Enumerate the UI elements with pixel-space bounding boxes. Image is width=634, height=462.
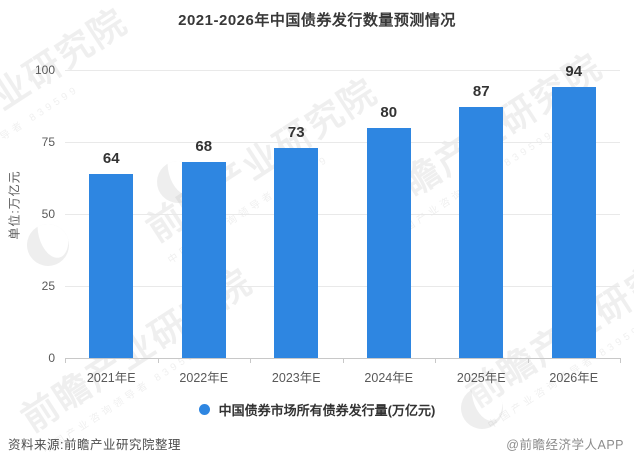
bar xyxy=(89,173,134,358)
x-axis-tick xyxy=(527,358,529,363)
x-axis-tick xyxy=(157,358,159,363)
y-axis-unit-label: 单位:万亿元 xyxy=(7,170,22,240)
legend: 中国债券市场所有债券发行量(万亿元) xyxy=(0,399,634,419)
bar xyxy=(366,127,411,358)
x-tick-label: 2025年E xyxy=(456,371,506,385)
bar xyxy=(551,87,596,358)
x-tick-label: 2026年E xyxy=(549,371,599,385)
source-note: 资料来源:前瞻产业研究院整理 xyxy=(8,438,181,452)
bar-value-label: 64 xyxy=(102,149,120,167)
x-tick-label: 2022年E xyxy=(179,371,229,385)
x-axis-tick xyxy=(250,358,251,363)
x-tick-label: 2023年E xyxy=(271,371,321,385)
y-tick-label: 25 xyxy=(41,279,55,293)
credit-note: @前瞻经济学人APP xyxy=(506,438,624,452)
x-axis-tick xyxy=(435,358,436,363)
bar-value-label: 73 xyxy=(287,123,305,141)
bar-value-label: 68 xyxy=(195,138,213,156)
x-tick-label: 2024年E xyxy=(364,371,414,385)
chart-title: 2021-2026年中国债券发行数量预测情况 xyxy=(178,12,456,29)
bar xyxy=(181,162,226,358)
y-tick-label: 100 xyxy=(34,63,55,77)
gridline xyxy=(65,70,620,71)
gridline xyxy=(65,214,620,215)
x-axis-tick xyxy=(342,358,344,363)
x-tick-label: 2021年E xyxy=(86,371,136,385)
y-tick-label: 50 xyxy=(41,207,55,221)
legend-dot-icon xyxy=(198,403,210,415)
x-axis-tick xyxy=(620,358,621,363)
bar-value-label: 87 xyxy=(472,83,490,101)
bar xyxy=(459,107,504,358)
y-tick-label: 0 xyxy=(48,351,55,365)
bar-value-label: 80 xyxy=(380,103,398,121)
plot-area: 0 25 50 75 100 64 2021年E 68 2022年E 73 2023年E 80 2024… xyxy=(35,63,621,385)
legend-label: 中国债券市场所有债券发行量(万亿元) xyxy=(218,402,436,418)
bar-value-label: 94 xyxy=(565,63,583,81)
bar xyxy=(274,147,319,358)
gridline xyxy=(65,286,620,287)
y-tick-label: 75 xyxy=(41,135,55,149)
gridline xyxy=(65,142,620,143)
x-axis-tick xyxy=(65,358,66,363)
